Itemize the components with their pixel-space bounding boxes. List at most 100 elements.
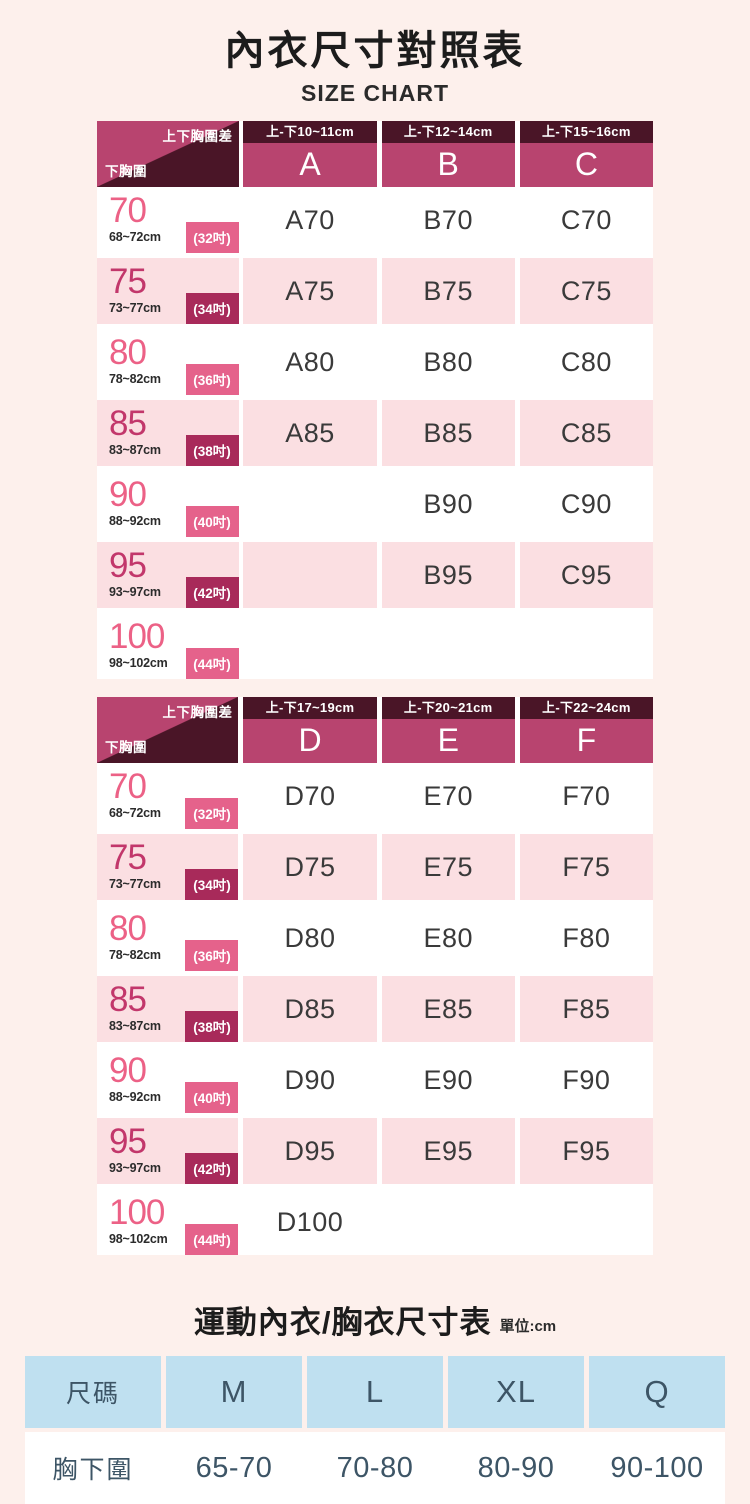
table-header-row: 上下胸圍差 下胸圍 上-下17~19cm D 上-下20~21cm E 上-下22~24cm… — [97, 697, 653, 763]
band-cm-range: 83~87cm — [109, 1019, 161, 1033]
band-size-cell: 75 73~77cm (34吋) — [97, 258, 239, 324]
band-number: 90 — [109, 1051, 147, 1090]
band-inch-badge: (34吋) — [185, 869, 239, 900]
gap-cell — [97, 537, 653, 542]
cup-header-b: 上-下12~14cm B — [381, 121, 515, 187]
column-gap — [376, 542, 382, 608]
band-cm-range: 78~82cm — [109, 948, 161, 962]
column-gap — [238, 1189, 244, 1255]
band-number: 75 — [109, 838, 147, 877]
sports-column-gap — [161, 1356, 166, 1428]
sports-header-row: 尺碼 M L XL Q — [25, 1356, 725, 1428]
band-size-cell: 100 98~102cm (44吋) — [97, 613, 239, 679]
band-size-cell: 100 98~102cm (44吋) — [97, 1189, 239, 1255]
band-number: 95 — [109, 1122, 147, 1161]
column-gap — [238, 542, 244, 608]
column-gap — [376, 1047, 382, 1113]
cup-header-e: 上-下20~21cm E — [381, 697, 515, 763]
gap-cell — [97, 324, 653, 329]
band-cm-range: 68~72cm — [109, 230, 161, 244]
column-gap — [238, 258, 244, 324]
band-cm-range: 93~97cm — [109, 1161, 161, 1175]
row-gap — [97, 324, 653, 329]
column-gap — [376, 471, 382, 537]
band-cm-range: 93~97cm — [109, 585, 161, 599]
column-gap — [514, 1047, 520, 1113]
cup-range-label: 上-下15~16cm — [519, 121, 653, 143]
table-row: 90 88~92cm (40吋) B90 C90 — [97, 471, 653, 537]
sports-value-cell: 胸下圍 — [25, 1432, 161, 1504]
table-row: 80 78~82cm (36吋) A80 B80 C80 — [97, 329, 653, 395]
column-gap — [376, 613, 382, 679]
row-gap — [97, 537, 653, 542]
column-gap — [238, 1047, 244, 1113]
size-cell — [243, 613, 377, 679]
band-cm-range: 68~72cm — [109, 806, 161, 820]
column-gap — [238, 834, 244, 900]
sports-column-gap — [302, 1356, 307, 1428]
size-cell: E80 — [381, 905, 515, 971]
column-gap — [238, 471, 244, 537]
band-number: 100 — [109, 617, 165, 656]
sports-unit-label: 單位:cm — [499, 1318, 557, 1335]
sports-column-gap — [443, 1356, 448, 1428]
band-inch-badge: (42吋) — [185, 1153, 239, 1184]
column-gap — [514, 258, 520, 324]
band-inch-badge: (38吋) — [185, 1011, 239, 1042]
cup-table-abc: 上下胸圍差 下胸圍 上-下10~11cm A 上-下12~14cm B 上-下15~16cm… — [97, 121, 653, 679]
table-row: 80 78~82cm (36吋) D80 E80 F80 — [97, 905, 653, 971]
size-cell: C90 — [519, 471, 653, 537]
size-cell: A85 — [243, 400, 377, 466]
column-gap — [514, 329, 520, 395]
band-size-cell: 95 93~97cm (42吋) — [97, 542, 239, 608]
gap-cell — [97, 466, 653, 471]
band-size-cell: 75 73~77cm (34吋) — [97, 834, 239, 900]
column-gap — [376, 187, 382, 253]
cup-table-abc-body: 上下胸圍差 下胸圍 上-下10~11cm A 上-下12~14cm B 上-下15~16cm… — [97, 121, 653, 679]
size-cell: F70 — [519, 763, 653, 829]
band-inch-badge: (36吋) — [185, 364, 239, 395]
corner-label-bust-difference: 上下胸圍差 — [162, 129, 233, 144]
column-gap — [238, 187, 244, 253]
band-cm-range: 83~87cm — [109, 443, 161, 457]
size-cell — [519, 1189, 653, 1255]
column-gap — [514, 121, 520, 187]
table-row: 95 93~97cm (42吋) D95 E95 F95 — [97, 1118, 653, 1184]
band-size-cell: 70 68~72cm (32吋) — [97, 763, 239, 829]
size-cell: D75 — [243, 834, 377, 900]
band-inch-badge: (32吋) — [185, 798, 239, 829]
band-inch-badge: (44吋) — [185, 1224, 239, 1255]
column-gap — [376, 763, 382, 829]
column-gap — [514, 613, 520, 679]
sports-title-row: 運動內衣/胸衣尺寸表 單位:cm — [0, 1297, 750, 1342]
band-size-cell: 80 78~82cm (36吋) — [97, 905, 239, 971]
band-inch-badge: (32吋) — [185, 222, 239, 253]
band-inch-badge: (36吋) — [185, 940, 239, 971]
table-row: 95 93~97cm (42吋) B95 C95 — [97, 542, 653, 608]
column-gap — [238, 976, 244, 1042]
band-number: 80 — [109, 909, 147, 948]
row-gap — [97, 395, 653, 400]
page-subtitle: SIZE CHART — [301, 80, 449, 106]
column-gap — [514, 976, 520, 1042]
band-size-cell: 85 83~87cm (38吋) — [97, 400, 239, 466]
corner-diagonal-header: 上下胸圍差 下胸圍 — [97, 697, 239, 763]
gap-cell — [97, 971, 653, 976]
size-cell: E95 — [381, 1118, 515, 1184]
column-gap — [376, 1189, 382, 1255]
corner-diagonal-header: 上下胸圍差 下胸圍 — [97, 121, 239, 187]
row-gap — [97, 466, 653, 471]
size-cell: C80 — [519, 329, 653, 395]
corner-label-underbust: 下胸圍 — [105, 740, 147, 755]
sports-row-gap — [25, 1428, 725, 1432]
column-gap — [376, 329, 382, 395]
sports-column-gap — [584, 1356, 589, 1428]
band-number: 100 — [109, 1193, 165, 1232]
cup-header-c: 上-下15~16cm C — [519, 121, 653, 187]
gap-cell — [97, 829, 653, 834]
size-cell: F90 — [519, 1047, 653, 1113]
gap-cell — [97, 900, 653, 905]
cup-range-label: 上-下20~21cm — [381, 697, 515, 719]
column-gap — [514, 471, 520, 537]
diagonal-divider — [97, 697, 239, 763]
